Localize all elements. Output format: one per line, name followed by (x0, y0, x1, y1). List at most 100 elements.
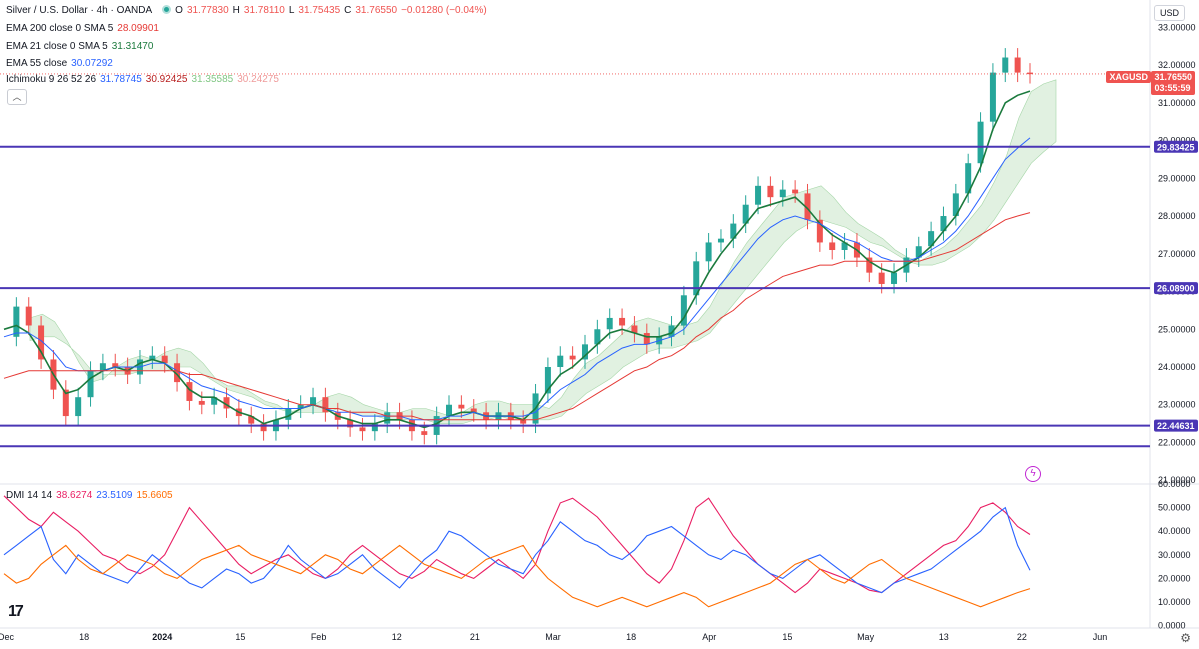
ichimoku-legend[interactable]: Ichimoku 9 26 52 26 31.78745 30.92425 31.35… (6, 74, 283, 85)
close-value: 31.76550 (355, 5, 398, 16)
time-tick-label: 12 (392, 632, 402, 642)
dmi-tick-label: 40.0000 (1158, 526, 1191, 536)
dmi-tick-label: 30.0000 (1158, 550, 1191, 560)
time-tick-label: 15 (782, 632, 792, 642)
ichimoku-value-1: 31.78745 (100, 74, 142, 85)
time-tick-label: 21 (470, 632, 480, 642)
candle-body (458, 404, 465, 409)
candle-body (198, 400, 205, 405)
candle-body (866, 257, 873, 273)
high-label: H (232, 5, 240, 16)
candle-body (223, 397, 230, 409)
candle-body (693, 261, 700, 296)
market-status-icon (162, 5, 172, 14)
candle-body (161, 355, 168, 364)
level-tag (1154, 419, 1198, 432)
ema200-label: EMA 200 close 0 SMA 5 (6, 23, 114, 34)
price-tag: 31.76550 03:55:59 (1151, 71, 1195, 95)
candle-body (643, 333, 650, 345)
candle-body (878, 272, 885, 284)
dmi-adx-value: 38.6274 (56, 490, 93, 501)
candle-body (75, 397, 82, 417)
price-tag-price: 31.76550 (1154, 72, 1192, 82)
price-tick-label: 22.00000 (1158, 437, 1196, 447)
dmi-label: DMI 14 14 (6, 490, 53, 501)
flash-icon[interactable]: ϟ (1025, 466, 1041, 482)
dmi-plus-value: 23.5109 (96, 490, 133, 501)
dmi-tick-label: 20.0000 (1158, 573, 1191, 583)
candle-body (977, 121, 984, 164)
ema200-legend[interactable]: EMA 200 close 0 SMA 5 28.09901 (6, 23, 163, 34)
tradingview-logo-icon: 17 (8, 603, 24, 620)
candle-body (248, 416, 255, 424)
dmi-line-minus-di (3, 544, 1031, 608)
collapse-legend-button[interactable]: ︿ (7, 89, 27, 105)
close-label: C (344, 5, 352, 16)
candle-body (940, 216, 947, 232)
dmi-legend[interactable]: DMI 14 14 38.6274 23.5109 15.6605 (6, 490, 177, 501)
candle-body (915, 246, 922, 258)
low-value: 31.75435 (298, 5, 341, 16)
candle-body (1027, 72, 1033, 75)
candle-body (557, 355, 564, 367)
ichimoku-value-4: 30.24275 (237, 74, 279, 85)
dmi-tick-label: 50.0000 (1158, 503, 1191, 513)
price-tick-label: 33.00000 (1158, 22, 1196, 32)
change-value: −0.01280 (−0.04%) (401, 5, 487, 16)
price-tag-symbol: XAGUSD (1106, 71, 1151, 83)
price-tick-label: 30.00000 (1158, 136, 1196, 146)
candle-body (384, 412, 391, 424)
ema21-legend[interactable]: EMA 21 close 0 SMA 5 31.31470 (6, 41, 157, 52)
gear-icon[interactable]: ⚙ (1180, 631, 1191, 645)
candle-body (297, 404, 304, 409)
price-tick-label: 32.00000 (1158, 60, 1196, 70)
dmi-line-adx (3, 495, 1031, 594)
candle-body (730, 223, 737, 239)
dmi-line-plus-di (3, 506, 1031, 594)
candle-body (816, 219, 823, 243)
price-tick-label: 25.00000 (1158, 324, 1196, 334)
chevron-up-icon: ︿ (12, 92, 22, 102)
candle-body (792, 189, 799, 194)
dmi-tick-label: 10.0000 (1158, 597, 1191, 607)
candle-body (891, 272, 898, 284)
candle-body (767, 185, 774, 198)
candle-body (446, 404, 453, 417)
candle-body (804, 193, 811, 220)
time-tick-label: Jun (1093, 632, 1108, 642)
candle-body (841, 242, 848, 250)
ichimoku-label: Ichimoku 9 26 52 26 (6, 74, 97, 85)
candle-body (829, 242, 836, 250)
symbol-legend[interactable]: Silver / U.S. Dollar · 4h · OANDA O 31.778… (6, 5, 491, 16)
candle-body (112, 363, 119, 367)
low-label: L (288, 5, 295, 16)
dmi-minus-value: 15.6605 (136, 490, 173, 501)
dmi-tick-label: 0.0000 (1158, 621, 1186, 631)
price-tick-label: 21.00000 (1158, 475, 1196, 485)
candle-body (594, 329, 601, 345)
ichimoku-value-2: 30.92425 (145, 74, 188, 85)
candle-body (569, 355, 576, 360)
open-value: 31.77830 (186, 5, 229, 16)
high-value: 31.78110 (243, 5, 285, 16)
time-tick-label: 18 (626, 632, 636, 642)
ema55-value: 30.07292 (71, 58, 113, 69)
level-tag-label: 22.44631 (1157, 421, 1195, 431)
price-tick-label: 29.00000 (1158, 173, 1196, 183)
candle-body (347, 419, 354, 428)
time-tick-label: May (857, 632, 875, 642)
candle-body (322, 397, 329, 413)
series-line-ema-200 (3, 212, 1031, 421)
ema200-value: 28.09901 (117, 23, 159, 34)
level-tag-label: 26.08900 (1157, 284, 1195, 294)
time-tick-label: Dec (0, 632, 14, 642)
ichimoku-cloud (29, 79, 1057, 424)
ema55-legend[interactable]: EMA 55 close 30.07292 (6, 58, 117, 69)
time-tick-label: 2024 (152, 632, 172, 642)
candle-body (742, 204, 749, 224)
candle-body (606, 317, 613, 330)
time-tick-label: 22 (1017, 632, 1027, 642)
candle-body (680, 295, 687, 326)
currency-selector[interactable]: USD (1153, 5, 1185, 21)
